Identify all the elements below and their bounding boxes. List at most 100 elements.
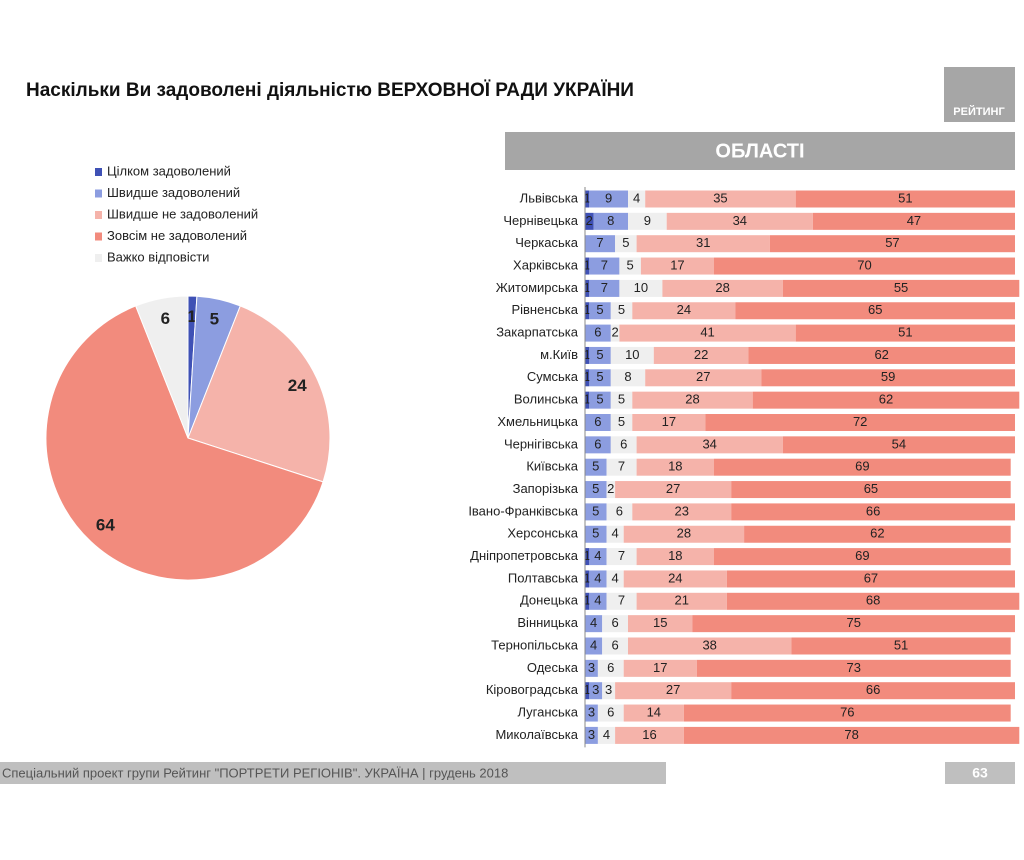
bar-value: 4 <box>590 637 597 652</box>
bar-value: 1 <box>584 302 591 317</box>
bar-value: 5 <box>627 257 634 272</box>
bar-value: 54 <box>892 436 906 451</box>
bar-value: 7 <box>601 257 608 272</box>
bar-value: 16 <box>642 727 656 742</box>
region-label: Одеська <box>527 660 579 675</box>
bar-segment <box>666 212 813 230</box>
bar-segment <box>589 391 611 409</box>
bar-value: 51 <box>894 637 908 652</box>
bar-segment <box>585 458 607 476</box>
bar-segment <box>589 279 620 297</box>
bar-value: 5 <box>618 392 625 407</box>
footer-text: Спеціальний проект групи Рейтинг "ПОРТРЕ… <box>2 765 508 780</box>
bar-segment <box>619 279 663 297</box>
bar-value: 5 <box>618 302 625 317</box>
legend-label: Швидше задоволений <box>107 185 240 200</box>
region-label: Сумська <box>527 369 579 384</box>
region-label: Дніпропетровська <box>470 548 579 563</box>
legend-swatch <box>95 211 102 219</box>
bar-value: 3 <box>588 727 595 742</box>
bar-segment <box>589 369 611 387</box>
bar-value: 78 <box>844 727 858 742</box>
bar-segment <box>628 212 667 230</box>
bar-segment <box>585 726 598 744</box>
bar-segment <box>610 436 637 454</box>
bar-segment <box>692 615 1015 633</box>
bar-value: 27 <box>666 682 680 697</box>
bar-value: 4 <box>594 570 601 585</box>
slide-title: Наскільки Ви задоволені діяльністю ВЕРХО… <box>26 80 634 101</box>
bar-value: 1 <box>584 369 591 384</box>
bar-value: 34 <box>733 213 747 228</box>
bar-segment <box>636 436 783 454</box>
region-label: Житомирська <box>496 280 579 295</box>
bar-segment <box>585 481 607 499</box>
legend-label: Цілком задоволений <box>107 163 231 178</box>
region-label: м.Київ <box>540 347 578 362</box>
bar-segment <box>795 324 1015 342</box>
footer-bar <box>0 762 666 784</box>
slice-label: 5 <box>210 310 219 329</box>
bar-segment <box>791 637 1011 655</box>
bar-value: 75 <box>847 615 861 630</box>
bar-segment <box>748 346 1015 364</box>
bar-value: 4 <box>603 727 610 742</box>
bar-segment <box>683 704 1011 722</box>
bar-segment <box>731 481 1011 499</box>
region-label: Харківська <box>513 257 579 272</box>
bar-value: 6 <box>611 637 618 652</box>
bar-segment <box>585 503 607 521</box>
bar-segment <box>782 436 1015 454</box>
bar-value: 7 <box>618 593 625 608</box>
region-label: Львівська <box>520 190 579 205</box>
bar-value: 1 <box>584 280 591 295</box>
pie-slice <box>45 305 324 581</box>
region-label: Хмельницька <box>497 414 578 429</box>
bar-segment <box>632 503 732 521</box>
bar-segment <box>714 458 1011 476</box>
bar-value: 34 <box>702 436 716 451</box>
bar-value: 7 <box>618 459 625 474</box>
bar-value: 3 <box>588 660 595 675</box>
bar-value: 2 <box>607 481 614 496</box>
bar-value: 21 <box>675 593 689 608</box>
bar-segment <box>726 592 1020 610</box>
bar-segment <box>752 391 1020 409</box>
bar-value: 68 <box>866 593 880 608</box>
bar-segment <box>597 726 616 744</box>
bar-value: 28 <box>685 392 699 407</box>
bar-value: 73 <box>847 660 861 675</box>
region-label: Полтавська <box>508 570 579 585</box>
bar-value: 3 <box>592 682 599 697</box>
bar-value: 41 <box>700 325 714 340</box>
bar-value: 51 <box>898 190 912 205</box>
bar-value: 76 <box>840 704 854 719</box>
bar-segment <box>615 481 732 499</box>
legend-swatch <box>95 254 102 262</box>
bar-value: 1 <box>584 257 591 272</box>
bar-value: 2 <box>586 213 593 228</box>
bar-segment <box>636 458 714 476</box>
bar-segment <box>585 257 590 275</box>
bar-segment <box>585 570 590 588</box>
bar-segment <box>610 369 646 387</box>
bar-segment <box>589 682 603 700</box>
bar-segment <box>623 525 745 543</box>
bar-value: 4 <box>594 593 601 608</box>
bar-value: 35 <box>713 190 727 205</box>
bar-value: 47 <box>907 213 921 228</box>
bar-segment <box>610 324 620 342</box>
bar-segment <box>628 637 792 655</box>
legend-label: Швидше не задоволений <box>107 206 258 221</box>
bar-segment <box>589 346 611 364</box>
bar-value: 17 <box>653 660 667 675</box>
bar-value: 5 <box>592 481 599 496</box>
bar-segment <box>589 570 607 588</box>
bar-value: 2 <box>611 325 618 340</box>
bar-segment <box>589 257 620 275</box>
bar-segment <box>683 726 1020 744</box>
bar-value: 4 <box>590 615 597 630</box>
bar-segment <box>623 704 684 722</box>
bar-segment <box>585 637 603 655</box>
